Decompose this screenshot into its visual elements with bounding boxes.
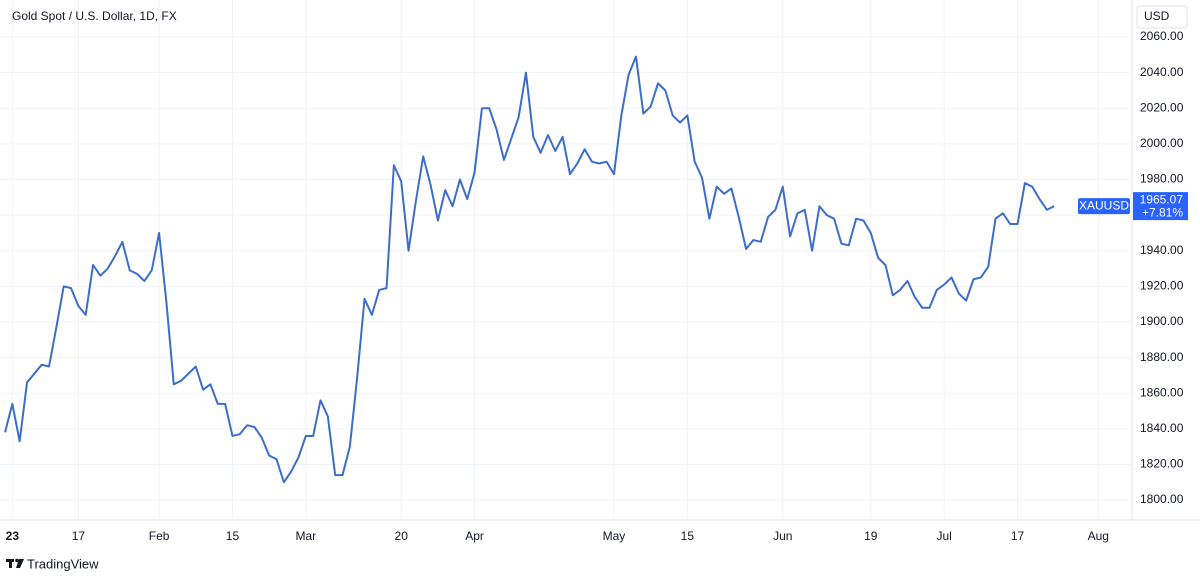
y-tick-label: 2060.00 xyxy=(1140,29,1184,43)
x-tick-label: Aug xyxy=(1088,529,1109,543)
y-tick-label: 1920.00 xyxy=(1140,279,1184,293)
currency[interactable]: USD xyxy=(1144,9,1170,23)
y-tick-label: 1800.00 xyxy=(1140,492,1184,506)
x-tick-label: Jun xyxy=(773,529,792,543)
logo: TradingView xyxy=(6,556,99,571)
x-tick-label: 15 xyxy=(226,529,240,543)
price-line xyxy=(4,55,1055,484)
x-tick-label: Feb xyxy=(149,529,170,543)
price-tag xyxy=(1133,192,1188,221)
y-tick-label: 2000.00 xyxy=(1140,136,1184,150)
x-tick-label: 17 xyxy=(72,529,86,543)
logo-mark xyxy=(9,559,12,568)
y-tick-label: 2040.00 xyxy=(1140,65,1184,79)
grid xyxy=(0,0,1132,520)
x-tick-label: Apr xyxy=(465,529,484,543)
series xyxy=(4,55,1055,484)
x-tick-label: 17 xyxy=(1011,529,1025,543)
logo-mark xyxy=(16,559,24,568)
symbol: XAUUSD xyxy=(1079,198,1129,212)
x-tick-label: 15 xyxy=(681,529,695,543)
y-tick-label: 1940.00 xyxy=(1140,243,1184,257)
x-tick-label: 23 xyxy=(6,529,20,543)
y-tick-label: 1900.00 xyxy=(1140,314,1184,328)
x-tick-label: 19 xyxy=(864,529,878,543)
change: +7.81% xyxy=(1142,205,1183,219)
y-tick-label: 1860.00 xyxy=(1140,385,1184,399)
last-price: 1965.07 xyxy=(1140,192,1184,206)
x-tick-label: Jul xyxy=(936,529,951,543)
brand: TradingView xyxy=(27,556,99,571)
x-tick-label: May xyxy=(603,529,626,543)
x-tick-label: 20 xyxy=(395,529,409,543)
chart-title: Gold Spot / U.S. Dollar, 1D, FX xyxy=(12,9,177,23)
y-tick-label: 1820.00 xyxy=(1140,457,1184,471)
logo-mark xyxy=(15,558,19,563)
y-tick-label: 1840.00 xyxy=(1140,421,1184,435)
y-tick-label: 2020.00 xyxy=(1140,100,1184,114)
y-tick-label: 1980.00 xyxy=(1140,172,1184,186)
y-tick-label: 1880.00 xyxy=(1140,350,1184,364)
symbol-tag xyxy=(1078,198,1130,215)
x-tick-label: Mar xyxy=(295,529,316,543)
currency-box[interactable] xyxy=(1136,5,1188,29)
